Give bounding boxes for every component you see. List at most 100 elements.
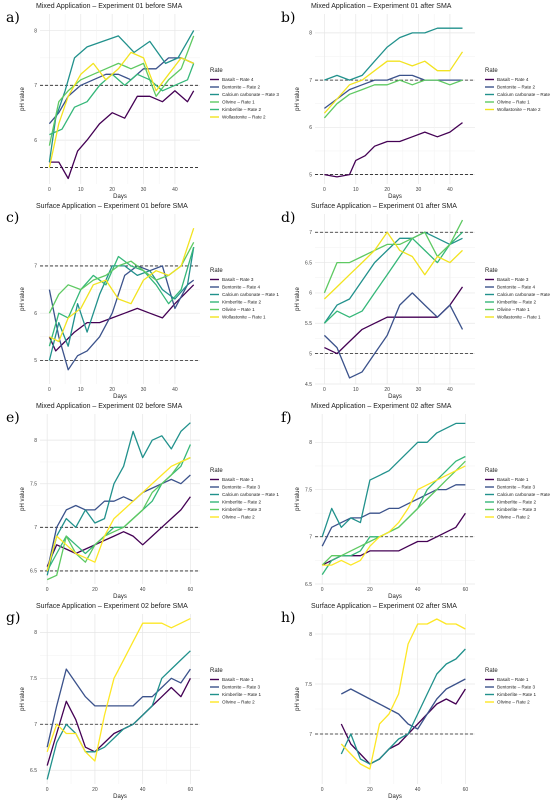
legend-title: Rate xyxy=(210,268,223,274)
y-axis-label: pH value xyxy=(295,487,301,511)
legend-entry: Olivine – Rate 2 xyxy=(497,515,530,520)
y-tick-label: 8 xyxy=(34,630,37,636)
series-line xyxy=(46,457,191,581)
legend-entry: Olivine – Rate 2 xyxy=(222,515,255,520)
y-axis-label: pH value xyxy=(20,487,26,511)
y-tick-label: 7 xyxy=(34,722,37,728)
panel-label: d) xyxy=(281,210,295,226)
plot-area xyxy=(40,14,200,184)
y-axis-label: pH value xyxy=(295,87,301,111)
x-tick-label: 30 xyxy=(141,187,147,193)
panel-title: Mixed Application – Experiment 01 after … xyxy=(311,3,452,10)
series-line xyxy=(324,122,463,178)
legend-title: Rate xyxy=(210,68,223,74)
x-tick-label: 60 xyxy=(463,587,469,593)
y-tick-label: 6 xyxy=(309,125,312,131)
y-tick-label: 5.5 xyxy=(305,321,312,327)
legend-entry: Olivine – Rate 1 xyxy=(497,307,530,312)
y-axis-label: pH value xyxy=(20,287,26,311)
legend-entry: Bentonite – Rate 4 xyxy=(222,285,260,290)
panel-f: f) Mixed Application – Experiment 02 afte… xyxy=(281,403,550,600)
panel-label: f) xyxy=(281,410,292,426)
plot-area xyxy=(40,614,200,784)
x-tick-label: 40 xyxy=(415,787,421,793)
y-tick-label: 6 xyxy=(34,311,37,317)
series-line xyxy=(321,484,466,547)
legend-entry: Bentonite – Rate 4 xyxy=(497,285,535,290)
legend-title: Rate xyxy=(485,68,498,74)
legend-entry: Basalt – Rate 3 xyxy=(497,277,529,282)
legend-entry: Olivine – Rate 2 xyxy=(222,700,255,705)
x-tick-label: 20 xyxy=(367,787,373,793)
y-tick-label: 5 xyxy=(309,351,312,357)
x-tick-label: 40 xyxy=(415,587,421,593)
x-tick-label: 10 xyxy=(353,387,359,393)
panel-label: h) xyxy=(281,610,295,626)
panel-label: a) xyxy=(6,10,20,26)
legend-entry: Basalt – Rate 1 xyxy=(222,677,254,682)
x-tick-label: 20 xyxy=(92,787,98,793)
y-tick-label: 6.5 xyxy=(30,768,37,774)
series-line xyxy=(49,63,195,136)
y-tick-label: 7 xyxy=(34,525,37,531)
x-tick-label: 20 xyxy=(109,387,115,393)
x-tick-label: 0 xyxy=(321,787,324,793)
y-tick-label: 8 xyxy=(309,632,312,638)
x-tick-label: 10 xyxy=(353,187,359,193)
plot-area xyxy=(315,614,475,784)
legend-entry: Basalt – Rate 3 xyxy=(222,277,254,282)
x-tick-label: 30 xyxy=(416,187,422,193)
x-axis-label: Days xyxy=(388,194,402,200)
series-line xyxy=(46,618,191,762)
legend-entry: Bentonite – Rate 3 xyxy=(222,485,260,490)
x-tick-label: 30 xyxy=(141,387,147,393)
x-tick-label: 0 xyxy=(323,187,326,193)
x-axis-label: Days xyxy=(113,194,127,200)
grid xyxy=(40,14,200,184)
x-tick-label: 0 xyxy=(323,387,326,393)
legend-entry: Wollastonite – Rate 1 xyxy=(497,315,541,320)
legend-entry: Basalt – Rate 4 xyxy=(497,77,529,82)
series-line xyxy=(323,231,463,324)
legend-entry: Wollastonite – Rate 2 xyxy=(222,115,266,120)
legend-entry: Calcium carbonate – Rate 1 xyxy=(222,492,279,497)
legend-entry: Kimberlite – Rate 2 xyxy=(222,500,262,505)
x-tick-label: 40 xyxy=(172,387,178,393)
plot-area xyxy=(315,14,475,184)
series-line xyxy=(322,465,466,566)
y-axis-label: pH value xyxy=(20,87,26,111)
series-line xyxy=(324,74,463,109)
panel-title: Mixed Application – Experiment 02 before… xyxy=(36,403,183,410)
legend-title: Rate xyxy=(485,268,498,274)
legend-entry: Kimberlite – Rate 1 xyxy=(222,692,262,697)
y-tick-label: 7.5 xyxy=(30,676,37,682)
y-axis-label: pH value xyxy=(295,687,301,711)
panel-title: Surface Application – Experiment 01 afte… xyxy=(311,203,457,210)
y-tick-label: 6.5 xyxy=(30,569,37,575)
x-tick-label: 20 xyxy=(384,187,390,193)
plot-area xyxy=(315,214,475,384)
legend-entry: Basalt – Rate 4 xyxy=(222,77,254,82)
panel-label: e) xyxy=(6,410,20,426)
legend-entry: Kimberlite – Rate 2 xyxy=(222,107,262,112)
panel-b: b) Mixed Application – Experiment 01 afte… xyxy=(281,3,550,200)
x-tick-label: 0 xyxy=(48,187,51,193)
series-line xyxy=(48,265,195,371)
y-tick-label: 7.5 xyxy=(305,682,312,688)
x-tick-label: 10 xyxy=(78,187,84,193)
y-tick-label: 7.5 xyxy=(30,482,37,488)
legend-entry: Olivine – Rate 1 xyxy=(497,100,530,105)
series-line xyxy=(340,618,466,770)
panel-e: e) Mixed Application – Experiment 02 befo… xyxy=(6,403,279,600)
panel-title: Surface Application – Experiment 01 befo… xyxy=(36,203,188,210)
grid xyxy=(315,14,475,184)
legend-title: Rate xyxy=(485,668,498,674)
x-tick-label: 20 xyxy=(92,587,98,593)
panel-d: d) Surface Application – Experiment 01 af… xyxy=(281,203,550,400)
x-tick-label: 20 xyxy=(384,387,390,393)
x-tick-label: 40 xyxy=(140,787,146,793)
series-line xyxy=(323,292,464,379)
panel-label: g) xyxy=(6,610,20,626)
series-line xyxy=(49,90,195,180)
